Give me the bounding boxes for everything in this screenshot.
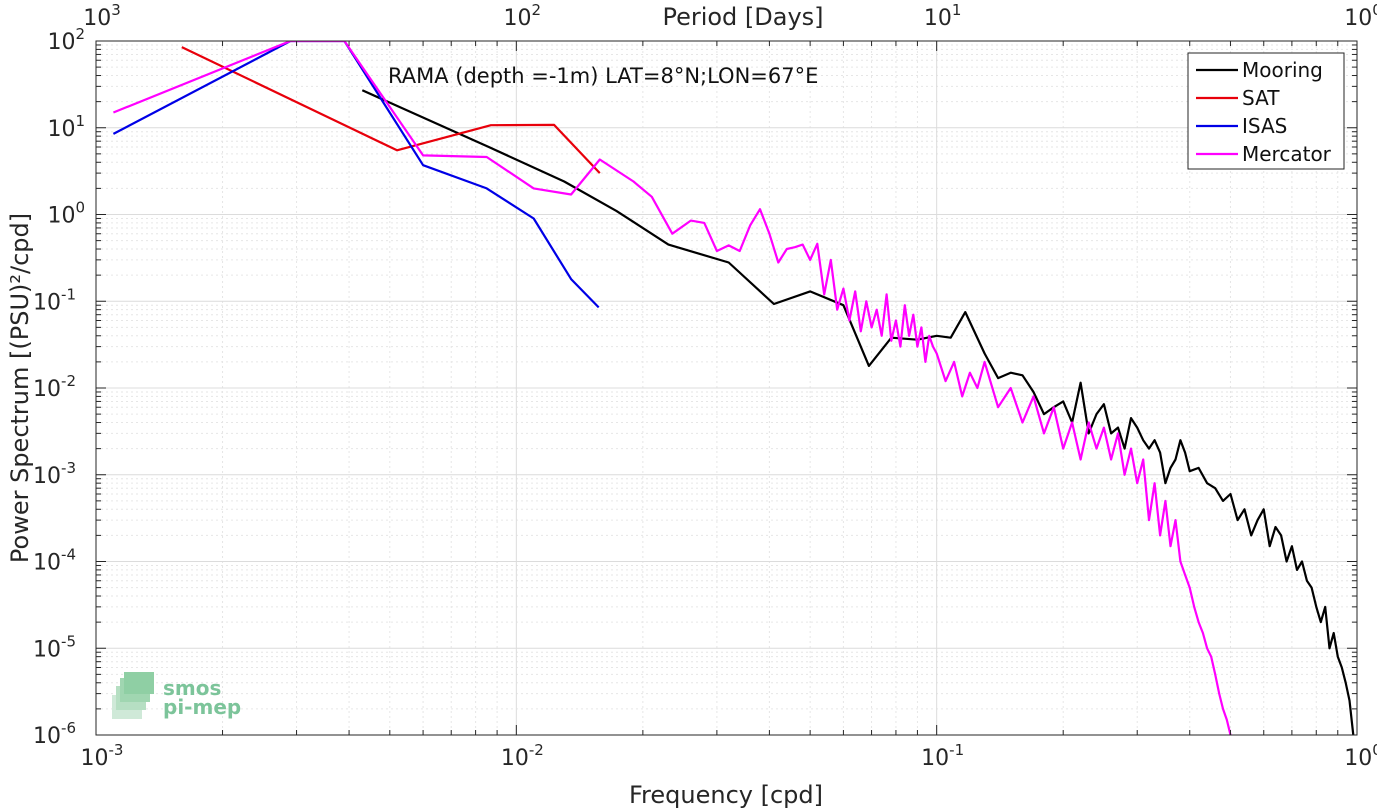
logo-line1: smos: [163, 676, 221, 700]
top-tick-label: 100: [1344, 1, 1377, 31]
top-tick-label: 102: [504, 1, 542, 31]
y-tick-label: 102: [47, 25, 85, 55]
series-line-mooring: [361, 89, 1355, 735]
x-tick-label: 10-2: [501, 741, 544, 771]
series-line-isas: [112, 41, 600, 309]
y-tick-label: 10-1: [33, 285, 76, 315]
top-tick-label: 103: [83, 1, 121, 31]
legend-label-isas: ISAS: [1242, 114, 1287, 138]
top-axis-label: Period [Days]: [662, 3, 823, 31]
chart-annotation: RAMA (depth =-1m) LAT=8°N;LON=67°E: [388, 64, 818, 88]
y-tick-label: 101: [47, 112, 85, 142]
y-tick-label: 10-6: [33, 719, 76, 749]
x-axis-label: Frequency [cpd]: [629, 781, 823, 809]
top-tick-label: 101: [924, 1, 962, 31]
y-tick-labels: 102 101 100 10-1 10-2 10-3 10-4 10-5 10-6: [33, 25, 85, 749]
series-line-mercator: [112, 41, 1232, 735]
legend-label-sat: SAT: [1242, 86, 1280, 110]
y-tick-label: 10-2: [33, 372, 76, 402]
legend-label-mercator: Mercator: [1242, 142, 1332, 166]
major-grid: [96, 41, 1357, 735]
series-line-sat: [181, 46, 601, 174]
top-tick-labels: 103 102 101 100: [83, 1, 1377, 31]
legend-label-mooring: Mooring: [1242, 58, 1323, 82]
x-tick-label: 10-1: [921, 741, 964, 771]
y-tick-label: 100: [47, 199, 85, 229]
y-tick-label: 10-5: [33, 632, 76, 662]
x-tick-label: 100: [1344, 741, 1377, 771]
smos-pi-mep-logo: smos pi-mep: [112, 672, 241, 719]
x-tick-label: 10-3: [81, 741, 124, 771]
series-layer: [112, 41, 1355, 735]
logo-line2: pi-mep: [163, 695, 241, 719]
x-tick-labels: 10-3 10-2 10-1 100: [81, 741, 1377, 771]
y-axis-label: Power Spectrum [(PSU)²/cpd]: [6, 213, 34, 563]
y-tick-label: 10-3: [33, 459, 76, 489]
legend-box: [1187, 52, 1345, 170]
legend: Mooring SAT ISAS Mercator: [1187, 52, 1345, 170]
y-tick-label: 10-4: [33, 546, 76, 576]
frame-ticks: [95, 41, 1357, 736]
